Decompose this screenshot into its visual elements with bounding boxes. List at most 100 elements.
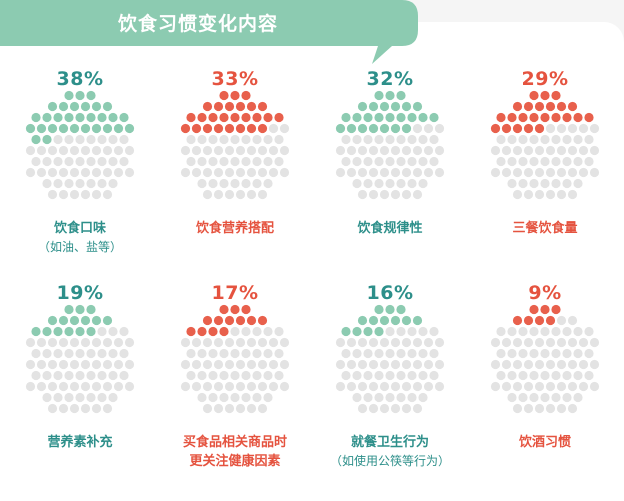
empty-dot xyxy=(58,381,69,392)
empty-dot xyxy=(418,178,428,189)
empty-dot xyxy=(274,134,284,145)
empty-dot xyxy=(407,134,417,145)
empty-dot xyxy=(91,189,102,200)
empty-dot xyxy=(91,359,102,370)
empty-dot xyxy=(230,134,240,145)
filled-dot xyxy=(341,112,351,123)
empty-dot xyxy=(80,381,91,392)
empty-dot xyxy=(556,403,567,414)
filled-dot xyxy=(396,112,406,123)
empty-dot xyxy=(235,359,246,370)
empty-dot xyxy=(263,370,273,381)
filled-dot xyxy=(241,304,251,315)
empty-dot xyxy=(567,189,578,200)
empty-dot xyxy=(584,370,594,381)
empty-dot xyxy=(213,167,224,178)
empty-dot xyxy=(523,359,534,370)
empty-dot xyxy=(263,134,273,145)
filled-dot xyxy=(80,123,91,134)
empty-dot xyxy=(224,337,235,348)
filled-dot xyxy=(58,315,69,326)
empty-dot xyxy=(86,392,96,403)
empty-dot xyxy=(208,178,218,189)
empty-dot xyxy=(257,403,268,414)
empty-dot xyxy=(252,348,262,359)
empty-dot xyxy=(363,370,373,381)
empty-dot xyxy=(490,145,501,156)
empty-dot xyxy=(180,381,191,392)
empty-dot xyxy=(268,145,279,156)
empty-dot xyxy=(556,359,567,370)
empty-dot xyxy=(540,134,550,145)
empty-dot xyxy=(58,145,69,156)
empty-dot xyxy=(434,337,445,348)
filled-dot xyxy=(562,112,572,123)
item-label: 饮食营养搭配 xyxy=(195,221,274,236)
empty-dot xyxy=(64,392,74,403)
empty-dot xyxy=(496,134,506,145)
dot-matrix xyxy=(25,304,135,414)
filled-dot xyxy=(235,123,246,134)
empty-dot xyxy=(518,370,528,381)
filled-dot xyxy=(53,326,63,337)
empty-dot xyxy=(202,167,213,178)
empty-dot xyxy=(42,392,52,403)
chart-panel: 9% 饮酒习惯 xyxy=(467,282,623,482)
filled-dot xyxy=(197,326,207,337)
filled-dot xyxy=(75,112,85,123)
filled-dot xyxy=(113,123,124,134)
empty-dot xyxy=(423,381,434,392)
filled-dot xyxy=(186,112,196,123)
empty-dot xyxy=(434,167,445,178)
empty-dot xyxy=(97,370,107,381)
empty-dot xyxy=(108,348,118,359)
empty-dot xyxy=(545,167,556,178)
empty-dot xyxy=(556,123,567,134)
filled-dot xyxy=(263,112,273,123)
empty-dot xyxy=(507,134,517,145)
filled-dot xyxy=(69,123,80,134)
item-label: 买食品相关商品时 xyxy=(182,435,287,450)
empty-dot xyxy=(246,403,257,414)
filled-dot xyxy=(124,123,135,134)
empty-dot xyxy=(429,326,439,337)
filled-dot xyxy=(368,101,379,112)
empty-dot xyxy=(534,167,545,178)
filled-dot xyxy=(396,90,406,101)
empty-dot xyxy=(69,403,80,414)
empty-dot xyxy=(518,326,528,337)
empty-dot xyxy=(556,189,567,200)
filled-dot xyxy=(523,101,534,112)
filled-dot xyxy=(246,315,257,326)
filled-dot xyxy=(47,315,58,326)
empty-dot xyxy=(529,348,539,359)
empty-dot xyxy=(257,337,268,348)
filled-dot xyxy=(108,112,118,123)
empty-dot xyxy=(341,134,351,145)
empty-dot xyxy=(246,337,257,348)
filled-dot xyxy=(86,90,96,101)
empty-dot xyxy=(274,348,284,359)
empty-dot xyxy=(31,348,41,359)
empty-dot xyxy=(235,145,246,156)
empty-dot xyxy=(567,359,578,370)
empty-dot xyxy=(219,156,229,167)
empty-dot xyxy=(241,156,251,167)
empty-dot xyxy=(496,326,506,337)
empty-dot xyxy=(584,348,594,359)
filled-dot xyxy=(518,112,528,123)
empty-dot xyxy=(363,134,373,145)
empty-dot xyxy=(335,145,346,156)
filled-dot xyxy=(274,112,284,123)
filled-dot xyxy=(401,101,412,112)
empty-dot xyxy=(58,189,69,200)
filled-dot xyxy=(357,315,368,326)
empty-dot xyxy=(119,156,129,167)
empty-dot xyxy=(246,381,257,392)
empty-dot xyxy=(268,167,279,178)
empty-dot xyxy=(246,189,257,200)
empty-dot xyxy=(429,348,439,359)
empty-dot xyxy=(507,156,517,167)
empty-dot xyxy=(401,359,412,370)
empty-dot xyxy=(102,337,113,348)
